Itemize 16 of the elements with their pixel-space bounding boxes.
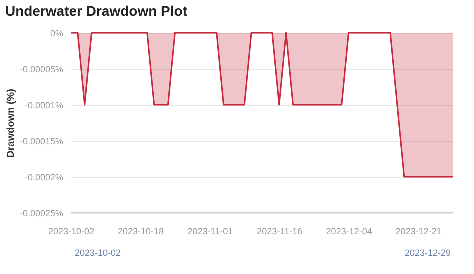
- y-tick-label: -0.00015%: [20, 136, 64, 146]
- y-tick-label: -0.00005%: [20, 64, 64, 74]
- x-tick-label: 2023-12-21: [396, 226, 442, 236]
- y-tick-label: -0.0001%: [24, 100, 64, 110]
- text: 2023-12-29: [404, 248, 451, 258]
- x-tick-label: 2023-10-18: [118, 226, 164, 236]
- x-tick-label: 2023-11-01: [188, 226, 234, 236]
- y-axis-title: Drawdown (%): [6, 89, 17, 158]
- y-tick-label: -0.0002%: [24, 172, 64, 182]
- x-tick-label: 2023-11-16: [257, 226, 303, 236]
- y-tick-label: 0%: [50, 28, 64, 38]
- chart-title: Underwater Drawdown Plot: [5, 3, 188, 19]
- text: 2023-10-02: [75, 248, 122, 258]
- x-tick-label: 2023-10-02: [48, 226, 95, 236]
- y-tick-label: -0.00025%: [20, 208, 64, 218]
- x-tick-label: 2023-12-04: [326, 226, 372, 236]
